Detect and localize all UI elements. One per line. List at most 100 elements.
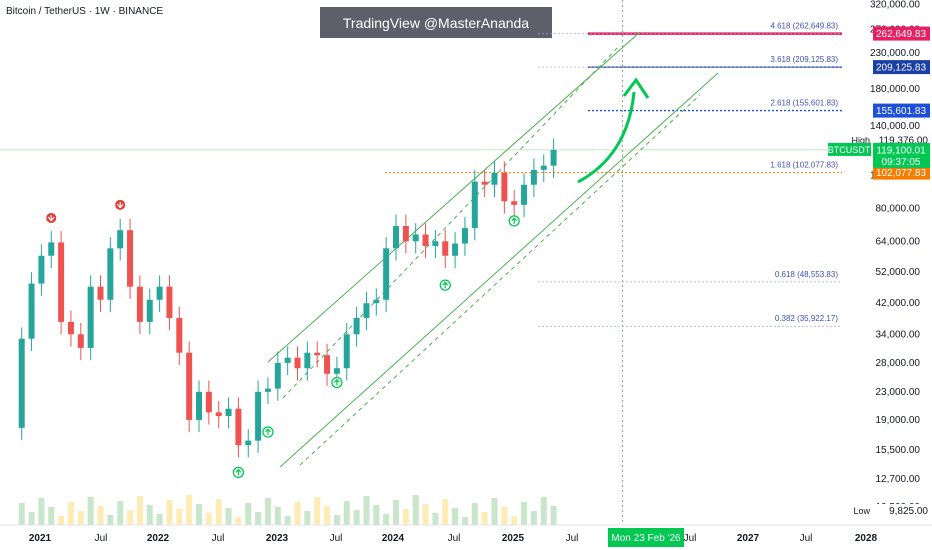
volume-bar	[511, 516, 518, 525]
y-tick-label: 28,000.00	[876, 358, 921, 369]
volume-bar	[412, 495, 419, 525]
candle	[274, 362, 281, 389]
candle	[314, 352, 321, 356]
candle	[146, 299, 153, 322]
volume-bar	[471, 503, 478, 525]
candle	[136, 286, 143, 322]
volume-bar	[235, 517, 242, 525]
candle	[166, 286, 173, 318]
price-tag-bg	[873, 165, 930, 180]
volume-bar	[432, 513, 439, 525]
y-tick-label: 19,000.00	[876, 415, 921, 426]
volume-bar	[28, 512, 35, 525]
chart-title: Bitcoin / TetherUS · 1W · BINANCE	[6, 6, 164, 17]
candle	[501, 172, 508, 202]
volume-bar	[521, 502, 528, 525]
candle	[18, 338, 25, 428]
volume-bar	[77, 511, 84, 525]
symbol-tag-bg	[828, 142, 871, 156]
x-tick-label: Jul	[684, 533, 697, 544]
candle	[127, 230, 134, 287]
price-tag: 209,125.83	[876, 63, 926, 74]
volume-bar	[117, 501, 124, 525]
volume-bar	[48, 507, 55, 525]
y-tick-label: 52,000.00	[876, 267, 921, 278]
candle	[511, 201, 518, 205]
candle	[67, 321, 74, 335]
date-highlight-bg	[608, 528, 684, 547]
candle	[215, 412, 222, 417]
candle	[343, 334, 350, 369]
price-tag-bg	[873, 60, 930, 75]
volume-bar	[461, 517, 468, 525]
volume-bar	[166, 500, 173, 525]
volume-bar	[540, 497, 547, 525]
volume-bar	[481, 512, 488, 525]
volume-bar	[442, 499, 449, 525]
candle	[393, 226, 399, 249]
volume-bar	[333, 515, 340, 525]
channel-upper	[267, 31, 641, 363]
x-tick-label: Jul	[212, 533, 225, 544]
y-tick-label: 80,000.00	[876, 203, 921, 214]
volume-bar	[87, 497, 94, 525]
candle	[452, 243, 459, 256]
volume-bar	[255, 512, 262, 525]
candle	[97, 286, 104, 300]
candle	[196, 391, 202, 420]
candle	[324, 355, 331, 374]
candle	[422, 234, 429, 246]
volume-bar	[107, 515, 114, 525]
candle	[87, 286, 94, 348]
x-tick-label: 2023	[266, 533, 289, 544]
low-bg	[850, 504, 928, 517]
volume-bar	[38, 498, 45, 525]
candle	[402, 226, 409, 242]
current-price-bg	[873, 142, 930, 168]
candle	[28, 283, 35, 339]
y-tick-label: 15,500.00	[876, 445, 921, 456]
candle	[540, 165, 547, 170]
volume-bar	[530, 511, 537, 525]
volume-bar	[97, 506, 104, 525]
volume-bar	[136, 496, 143, 525]
candle	[284, 357, 291, 363]
price-tag: 155,601.83	[876, 106, 926, 117]
volume-bar	[343, 501, 350, 525]
candle	[294, 357, 301, 369]
volume-bar	[215, 499, 222, 525]
x-tick-label: Jul	[566, 533, 579, 544]
y-tick-label: 23,000.00	[876, 387, 921, 398]
buy-arrow	[235, 468, 242, 476]
candle	[304, 352, 311, 369]
candle	[58, 242, 65, 322]
volume-bar	[363, 496, 370, 525]
candle	[245, 440, 252, 446]
y-tick-label: 64,000.00	[876, 236, 921, 247]
high-value: 119,376.00	[879, 136, 929, 147]
channel-lower-inner	[299, 94, 701, 466]
y-tick-label: 180,000.00	[870, 84, 920, 95]
x-tick-label: Jul	[800, 533, 813, 544]
volume-bar	[18, 503, 25, 525]
volume-bar	[67, 502, 74, 525]
x-tick-label: 2024	[382, 533, 405, 544]
buy-arrow	[442, 281, 449, 289]
candle	[255, 391, 262, 441]
candle	[521, 184, 528, 205]
price-tag-bg	[873, 103, 930, 118]
fib-label: 0.618 (48,553.83)	[775, 270, 838, 279]
candle	[77, 334, 84, 348]
high-label: High	[851, 136, 870, 146]
volume-bar	[284, 516, 291, 525]
candle	[117, 230, 124, 249]
fib-label: 0.382 (35,922.17)	[775, 314, 838, 323]
y-tick-label: 42,000.00	[876, 298, 921, 309]
volume-bar	[393, 500, 399, 525]
volume-bar	[274, 507, 281, 525]
buy-arrow	[333, 379, 340, 386]
y-tick-label: 320,000.00	[870, 0, 920, 11]
candle	[205, 391, 212, 413]
watermark: TradingView @MasterAnanda	[320, 7, 552, 38]
